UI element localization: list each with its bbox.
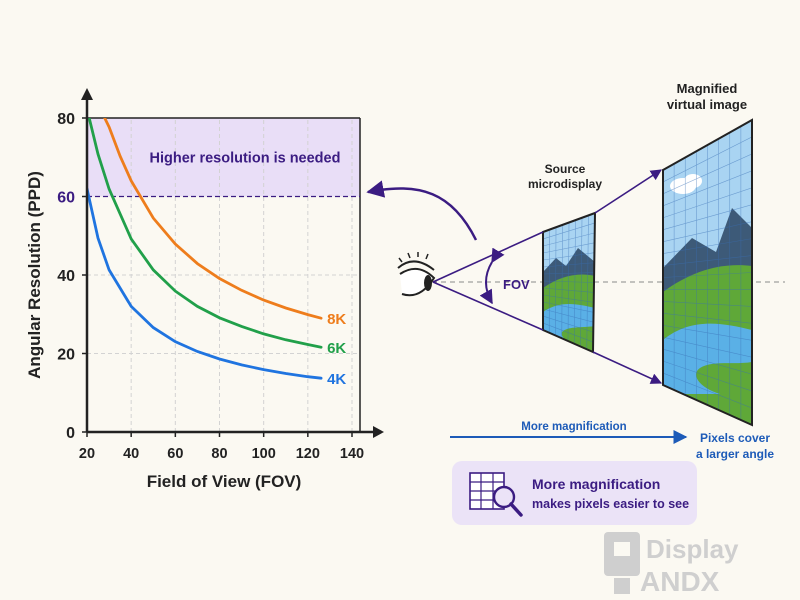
ppd-vs-fov-chart: Higher resolution is needed 20 40 60 80 100 1… — [25, 88, 384, 491]
pixels-label-line1: Pixels cover — [700, 431, 770, 445]
y-tick-label: 60 — [57, 190, 75, 207]
series-line-6k — [87, 118, 323, 349]
magnification-callout: More magnification makes pixels easier t… — [452, 461, 697, 525]
x-tick-label: 100 — [252, 446, 276, 462]
y-axis-arrow — [81, 88, 93, 100]
x-tick-label: 140 — [340, 446, 364, 462]
series-label-6k: 6K — [327, 340, 346, 357]
series-line-8k — [103, 118, 323, 320]
x-axis-arrow — [373, 426, 384, 438]
x-tick-label: 80 — [211, 446, 227, 462]
eye-icon — [397, 252, 436, 297]
magnifier-grid-icon — [469, 472, 523, 517]
x-tick-label: 20 — [79, 446, 95, 462]
callout-line2: makes pixels easier to see — [532, 497, 690, 511]
callout-line1: More magnification — [532, 476, 661, 492]
curved-arrow — [366, 180, 478, 241]
x-tick-label: 120 — [296, 446, 320, 462]
y-tick-label: 20 — [57, 347, 75, 364]
series-group — [87, 118, 323, 380]
fov-label: FOV — [503, 277, 530, 292]
series-line-4k — [87, 187, 323, 380]
series-label-4k: 4K — [327, 371, 346, 388]
watermark-line1: Display — [646, 534, 739, 564]
source-microdisplay — [542, 211, 597, 354]
virtual-label-line1: Magnified — [677, 81, 738, 96]
y-tick-label: 80 — [57, 111, 75, 128]
y-tick-label: 40 — [57, 268, 75, 285]
source-label-line2: microdisplay — [528, 177, 602, 191]
watermark-logo: Display ANDX — [604, 532, 739, 597]
y-tick-label: 0 — [66, 425, 75, 442]
axis-ticks — [82, 117, 353, 437]
magnification-label: More magnification — [521, 421, 626, 433]
x-tick-label: 40 — [123, 446, 139, 462]
virtual-image — [662, 118, 753, 427]
chart-grid — [87, 117, 361, 432]
pixels-label-line2: a larger angle — [696, 447, 774, 461]
y-axis-label: Angular Resolution (PPD) — [25, 171, 44, 379]
series-label-8k: 8K — [327, 311, 346, 328]
callout-text: More magnification makes pixels easier t… — [532, 474, 697, 514]
x-tick-label: 60 — [167, 446, 183, 462]
fov-arc — [479, 247, 505, 305]
x-axis-label: Field of View (FOV) — [147, 472, 302, 491]
optics-diagram: FOV Source microdisplay Magnified virtua… — [397, 81, 785, 461]
watermark-line2: ANDX — [640, 566, 720, 597]
threshold-label: Higher resolution is needed — [150, 150, 341, 166]
virtual-label-line2: virtual image — [667, 97, 747, 112]
source-label-line1: Source — [545, 162, 586, 176]
series-labels: 8K 6K 4K — [327, 311, 346, 388]
